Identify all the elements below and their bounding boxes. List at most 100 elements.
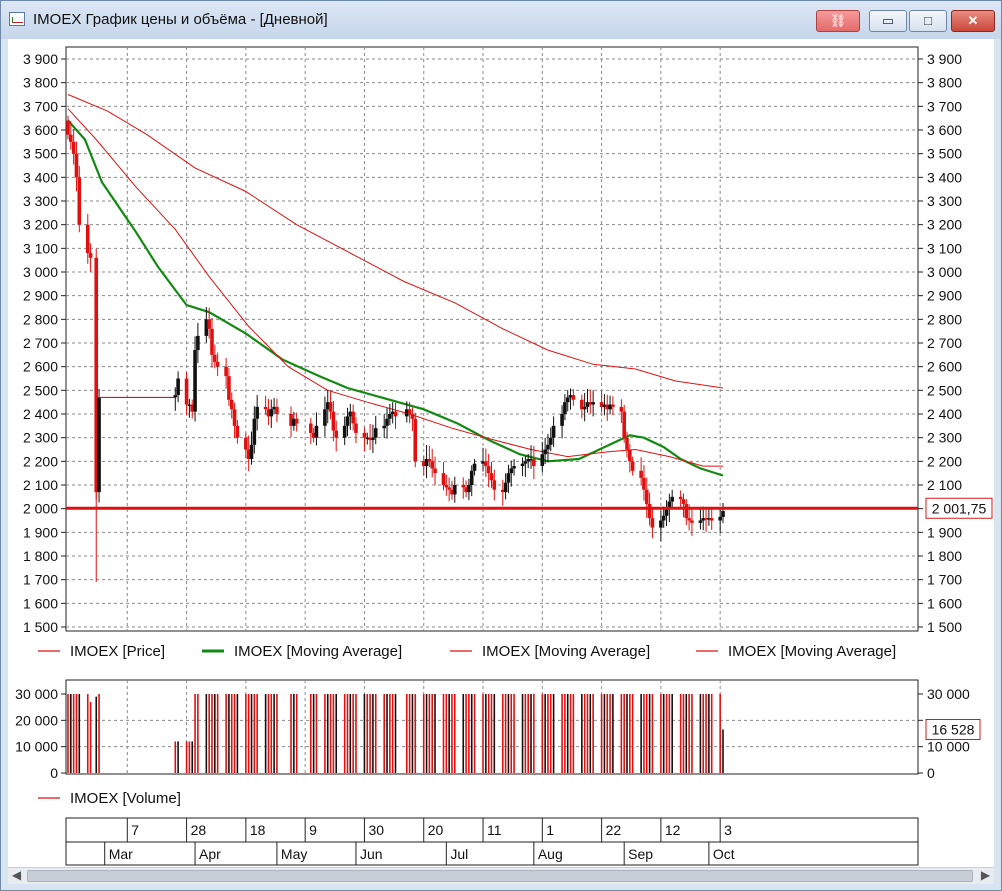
candle-body: [354, 423, 358, 433]
scroll-left-arrow-icon[interactable]: ◀: [11, 868, 22, 882]
price-axis-label-left: 3 200: [23, 217, 58, 233]
candle-body: [625, 437, 629, 450]
month-label: Oct: [713, 846, 735, 862]
candle-body: [210, 328, 214, 355]
price-axis-label-left: 3 300: [23, 193, 58, 209]
candle-body: [565, 397, 570, 403]
scroll-thumb[interactable]: [27, 870, 973, 882]
current-price-label-box: [925, 497, 993, 519]
candle-body: [390, 411, 395, 414]
candle-body: [486, 466, 491, 474]
price-axis-label-left: 2 100: [23, 477, 58, 493]
minimize-button[interactable]: ▭: [869, 10, 907, 32]
volume-axis-label-right: 30 000: [927, 686, 970, 702]
volume-plot-frame: [65, 679, 919, 775]
candle-body: [622, 411, 626, 438]
candle-body: [190, 404, 195, 412]
candle-body: [85, 224, 90, 254]
candle-body: [272, 406, 276, 410]
scroll-right-arrow-icon[interactable]: ▶: [980, 868, 991, 882]
price-axis-label-right: 3 600: [927, 122, 962, 138]
volume-axis-label-left: 30 000: [15, 686, 58, 702]
candle-body: [529, 458, 533, 461]
candle-body: [244, 437, 248, 450]
candle-body: [548, 437, 553, 445]
current-volume-label-box: [925, 718, 981, 740]
candle-body: [608, 404, 612, 410]
candle-body: [472, 463, 477, 471]
candle-body: [362, 432, 367, 438]
candle-body: [664, 508, 669, 516]
candle-body: [393, 411, 398, 417]
candle-body: [503, 482, 508, 493]
candle-body: [661, 515, 666, 521]
candle-body: [718, 516, 722, 521]
month-label: Aug: [538, 846, 563, 862]
price-axis-label-right: 2 800: [927, 311, 962, 327]
candle-body: [351, 411, 355, 424]
candle-body: [74, 153, 79, 178]
candle-body: [628, 449, 632, 462]
volume-axis-label-right: 0: [927, 765, 935, 781]
chart-app-icon: [9, 12, 25, 26]
candle-body: [585, 402, 590, 407]
candle-body: [427, 458, 432, 462]
maximize-button[interactable]: □: [909, 10, 947, 32]
month-label: Apr: [199, 846, 221, 862]
candle-body: [670, 496, 674, 502]
legend-item-label: IMOEX [Moving Average]: [482, 643, 650, 660]
candle-body: [433, 468, 437, 474]
volume-axis-label-right: 10 000: [927, 739, 970, 755]
day-label: 12: [665, 822, 681, 838]
price-axis-label-left: 2 200: [23, 453, 58, 469]
candle-body: [647, 503, 652, 519]
candle-body: [255, 406, 259, 419]
candle-body: [560, 414, 564, 426]
candle-body: [582, 406, 587, 410]
candle-body: [269, 409, 274, 417]
candle-body: [526, 458, 530, 462]
price-axis-label-right: 3 200: [927, 217, 962, 233]
price-axis-label-left: 3 100: [23, 240, 58, 256]
candle-body: [235, 425, 240, 438]
candle-body: [382, 425, 387, 429]
candle-body: [500, 489, 505, 493]
day-label: 11: [487, 822, 502, 838]
candle-body: [492, 480, 497, 490]
candle-body: [348, 411, 353, 417]
candle-body: [630, 461, 635, 471]
price-axis-label-left: 1 700: [23, 572, 58, 588]
candle-body: [447, 487, 451, 490]
chart-client-area[interactable]: 3 900 3 900 3 800 3 800 3 700 3 700 3 600 3 600…: [8, 39, 994, 867]
price-axis-label-right: 3 400: [927, 169, 962, 185]
candle-body: [368, 437, 372, 441]
close-button[interactable]: ✕: [951, 10, 995, 32]
candle-body: [568, 395, 573, 398]
price-axis-label-left: 1 900: [23, 524, 58, 540]
title-bar[interactable]: IMOEX График цены и объёма - [Дневной] ⛓…: [1, 1, 1001, 39]
candle-body: [721, 511, 725, 517]
candle-body: [650, 518, 655, 528]
candle-body: [215, 361, 220, 367]
price-axis-label-left: 2 700: [23, 335, 58, 351]
candle-body: [430, 461, 435, 469]
price-axis-label-left: 3 800: [23, 75, 58, 91]
candle-body: [176, 378, 180, 396]
candle-body: [450, 489, 454, 495]
horizontal-scrollbar[interactable]: ◀ ▶: [8, 867, 994, 884]
day-label: 18: [250, 822, 266, 838]
candle-body: [413, 418, 418, 462]
candle-body: [263, 406, 268, 410]
candle-body: [410, 414, 415, 419]
price-axis-label-left: 2 500: [23, 382, 58, 398]
price-axis-label-right: 3 800: [927, 75, 962, 91]
link-button[interactable]: ⛓: [816, 10, 860, 32]
price-plot-frame: [65, 46, 919, 632]
month-label: Mar: [109, 846, 133, 862]
candle-body: [193, 350, 197, 412]
candle-body: [365, 437, 370, 440]
price-axis-label-right: 2 100: [927, 477, 962, 493]
volume-legend-label: IMOEX [Volume]: [70, 790, 181, 807]
